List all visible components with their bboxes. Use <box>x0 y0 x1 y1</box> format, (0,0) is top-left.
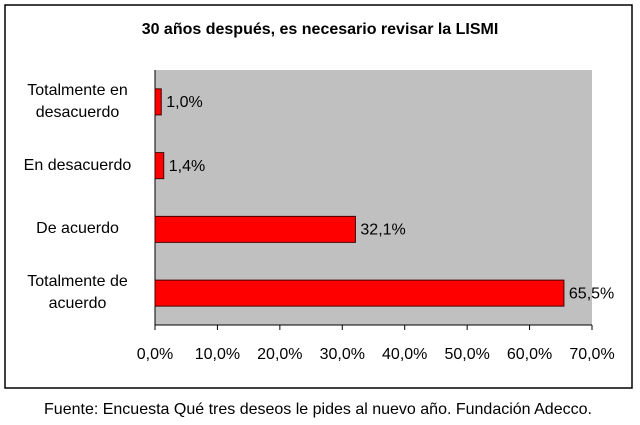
chart-title: 30 años después, es necesario revisar la… <box>142 21 499 38</box>
bar <box>154 215 356 243</box>
x-tick-label: 60,0% <box>507 346 552 363</box>
x-tick-label: 0,0% <box>137 346 173 363</box>
bar <box>154 88 162 116</box>
x-tick-label: 50,0% <box>444 346 489 363</box>
value-label: 1,0% <box>166 94 202 111</box>
x-tick-label: 40,0% <box>382 346 427 363</box>
value-label: 65,5% <box>569 285 614 302</box>
bar <box>154 279 565 307</box>
y-tick-label: De acuerdo <box>36 220 119 238</box>
value-label: 32,1% <box>360 222 405 239</box>
value-label: 1,4% <box>169 158 205 175</box>
x-tick-label: 10,0% <box>195 346 240 363</box>
y-tick-label: Totalmente en desacuerdo <box>27 81 128 121</box>
x-tick-label: 30,0% <box>320 346 365 363</box>
x-tick-label: 70,0% <box>569 346 614 363</box>
source-note: Fuente: Encuesta Qué tres deseos le pide… <box>44 401 592 418</box>
bar <box>154 152 165 180</box>
x-tick-label: 20,0% <box>257 346 302 363</box>
y-tick-label: Totalmente de acuerdo <box>27 273 128 313</box>
y-tick-label: En desacuerdo <box>23 156 132 174</box>
